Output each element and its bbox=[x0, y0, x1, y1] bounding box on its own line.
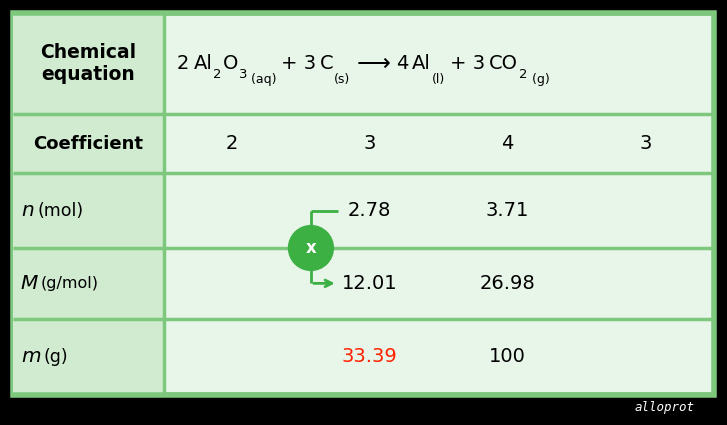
Text: CO: CO bbox=[489, 54, 518, 73]
Text: 2: 2 bbox=[177, 54, 189, 73]
Text: 3: 3 bbox=[639, 134, 651, 153]
Text: 3: 3 bbox=[364, 134, 376, 153]
Text: x: x bbox=[305, 239, 316, 257]
Text: 3: 3 bbox=[238, 68, 247, 82]
Bar bbox=[13, 13, 164, 395]
Text: (g): (g) bbox=[44, 348, 68, 366]
Text: C: C bbox=[320, 54, 334, 73]
Text: 2: 2 bbox=[519, 68, 528, 82]
Text: 12.01: 12.01 bbox=[342, 274, 397, 293]
Ellipse shape bbox=[288, 225, 334, 271]
Text: 26.98: 26.98 bbox=[480, 274, 535, 293]
Text: 2: 2 bbox=[226, 134, 238, 153]
Text: (s): (s) bbox=[334, 73, 350, 86]
Text: (g): (g) bbox=[528, 73, 550, 86]
Text: 4: 4 bbox=[502, 134, 514, 153]
Text: m: m bbox=[22, 348, 41, 366]
Text: 2.78: 2.78 bbox=[348, 201, 391, 220]
Text: n: n bbox=[22, 201, 34, 220]
Text: Coefficient: Coefficient bbox=[33, 135, 143, 153]
Text: 3.71: 3.71 bbox=[486, 201, 529, 220]
Text: Al: Al bbox=[412, 54, 431, 73]
Text: Al: Al bbox=[193, 54, 212, 73]
Text: 2: 2 bbox=[213, 68, 222, 82]
Text: 4: 4 bbox=[395, 54, 408, 73]
Text: M: M bbox=[20, 274, 38, 293]
Text: 33.39: 33.39 bbox=[342, 348, 398, 366]
Text: (aq): (aq) bbox=[247, 73, 276, 86]
Text: (mol): (mol) bbox=[38, 202, 84, 220]
Text: + 3: + 3 bbox=[281, 54, 316, 73]
Text: (l): (l) bbox=[432, 73, 445, 86]
Text: (g/mol): (g/mol) bbox=[40, 276, 98, 291]
Text: Chemical
equation: Chemical equation bbox=[41, 43, 137, 84]
Text: 100: 100 bbox=[489, 348, 526, 366]
Text: O: O bbox=[222, 54, 238, 73]
Text: ⟶: ⟶ bbox=[356, 51, 390, 75]
Text: + 3: + 3 bbox=[450, 54, 485, 73]
Text: alloprot: alloprot bbox=[634, 401, 694, 414]
